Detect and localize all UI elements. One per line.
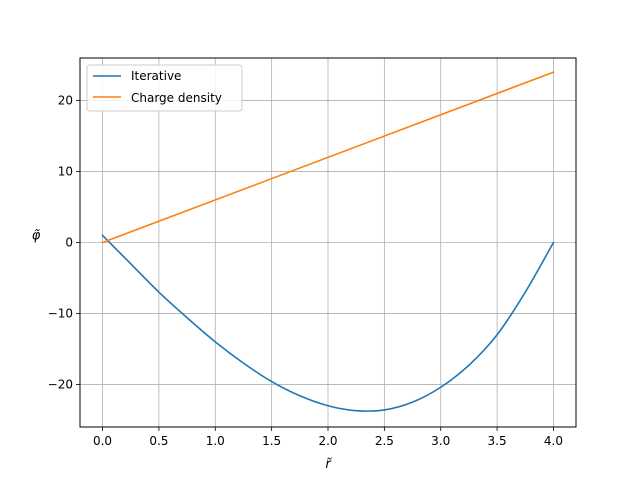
x-tick-label: 3.5 xyxy=(488,434,507,448)
y-axis-ticks: −20 −10 0 10 20 xyxy=(48,94,80,391)
legend: Iterative Charge density xyxy=(86,64,243,112)
legend-label-charge-density: Charge density xyxy=(131,91,222,105)
legend-label-iterative: Iterative xyxy=(131,69,181,83)
y-tick-label: 20 xyxy=(58,94,73,108)
x-tick-label: 0.5 xyxy=(149,434,168,448)
y-tick-label: 0 xyxy=(65,236,73,250)
y-tick-label: 10 xyxy=(58,165,73,179)
series-layer xyxy=(101,71,555,412)
x-tick-label: 2.5 xyxy=(375,434,394,448)
series-line-charge-density xyxy=(101,71,555,244)
x-tick-label: 1.5 xyxy=(262,434,281,448)
grid xyxy=(80,58,576,427)
x-tick-label: 3.0 xyxy=(431,434,450,448)
y-tick-label: −10 xyxy=(48,306,73,320)
x-tick-label: 1.0 xyxy=(206,434,225,448)
x-axis-ticks: 0.0 0.5 1.0 1.5 2.0 2.5 3.0 3.5 4.0 xyxy=(93,427,563,448)
series-line-iterative xyxy=(101,234,555,412)
y-axis-label: φ̃ xyxy=(32,229,41,244)
x-tick-label: 4.0 xyxy=(544,434,563,448)
x-tick-label: 2.0 xyxy=(318,434,337,448)
x-axis-label: r̃ xyxy=(325,457,332,472)
y-tick-label: −20 xyxy=(48,377,73,391)
x-tick-label: 0.0 xyxy=(93,434,112,448)
legend-frame xyxy=(86,64,243,112)
